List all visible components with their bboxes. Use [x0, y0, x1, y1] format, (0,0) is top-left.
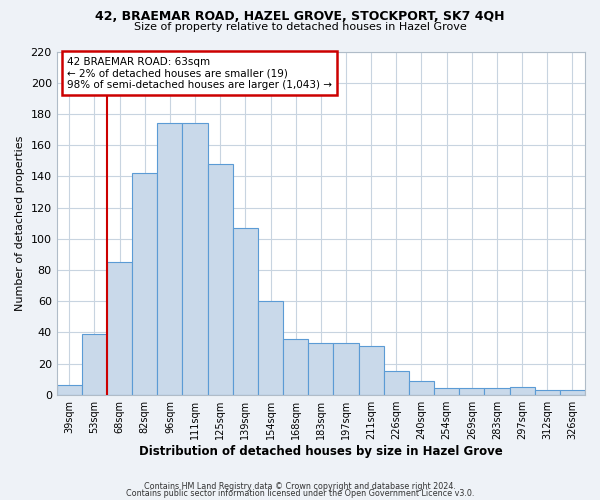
Bar — [56, 386, 82, 394]
Bar — [82, 334, 107, 394]
Text: 42, BRAEMAR ROAD, HAZEL GROVE, STOCKPORT, SK7 4QH: 42, BRAEMAR ROAD, HAZEL GROVE, STOCKPORT… — [95, 10, 505, 23]
Bar — [182, 124, 208, 394]
Text: 42 BRAEMAR ROAD: 63sqm
← 2% of detached houses are smaller (19)
98% of semi-deta: 42 BRAEMAR ROAD: 63sqm ← 2% of detached … — [67, 56, 332, 90]
Bar — [484, 388, 509, 394]
Bar — [459, 388, 484, 394]
Bar — [409, 380, 434, 394]
Bar — [535, 390, 560, 394]
Bar — [258, 301, 283, 394]
Text: Size of property relative to detached houses in Hazel Grove: Size of property relative to detached ho… — [134, 22, 466, 32]
Bar — [132, 173, 157, 394]
Bar — [334, 343, 359, 394]
Text: Contains HM Land Registry data © Crown copyright and database right 2024.: Contains HM Land Registry data © Crown c… — [144, 482, 456, 491]
Bar — [359, 346, 384, 395]
Bar — [208, 164, 233, 394]
Bar — [233, 228, 258, 394]
Y-axis label: Number of detached properties: Number of detached properties — [15, 136, 25, 311]
Bar — [384, 372, 409, 394]
Bar — [157, 124, 182, 394]
Bar — [107, 262, 132, 394]
Bar — [434, 388, 459, 394]
Bar — [560, 390, 585, 394]
Bar — [283, 338, 308, 394]
Bar — [308, 343, 334, 394]
Bar — [509, 387, 535, 394]
Text: Contains public sector information licensed under the Open Government Licence v3: Contains public sector information licen… — [126, 490, 474, 498]
X-axis label: Distribution of detached houses by size in Hazel Grove: Distribution of detached houses by size … — [139, 444, 503, 458]
